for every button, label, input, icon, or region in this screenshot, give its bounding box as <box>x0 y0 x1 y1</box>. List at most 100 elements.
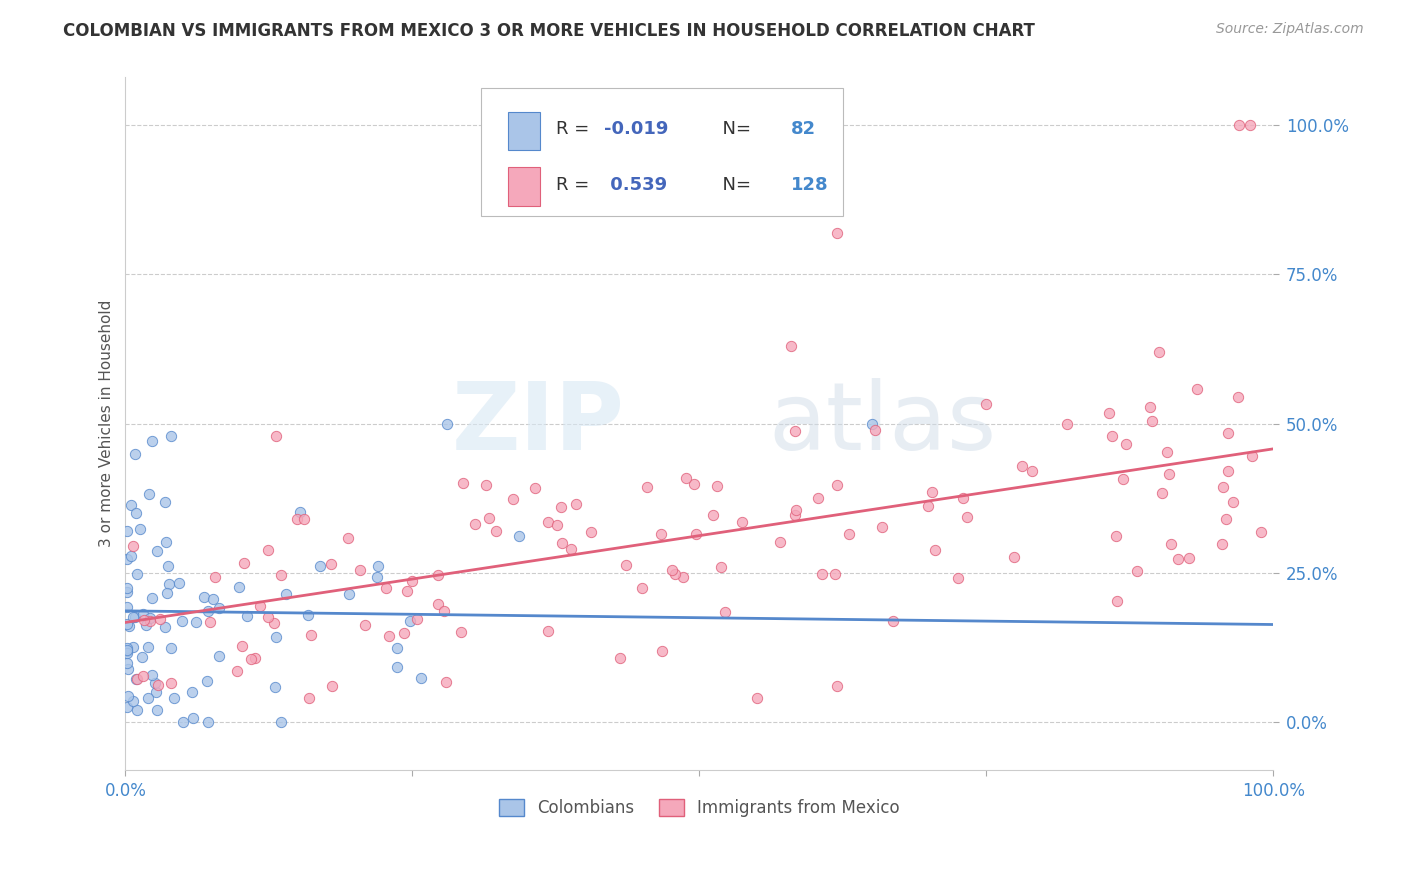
Point <box>149 612 172 626</box>
Point <box>115 585 138 599</box>
Point <box>249 599 271 614</box>
Point <box>1212 480 1234 494</box>
Point <box>1011 459 1033 474</box>
FancyBboxPatch shape <box>508 168 540 205</box>
Point <box>824 566 846 581</box>
Point <box>366 570 388 584</box>
Point <box>132 669 155 683</box>
Text: R =: R = <box>555 176 595 194</box>
Point <box>156 585 179 599</box>
Point <box>636 480 658 494</box>
Point <box>685 526 707 541</box>
Point <box>1185 382 1208 396</box>
Point <box>426 597 449 611</box>
Point <box>1115 437 1137 451</box>
Point <box>138 486 160 500</box>
Point <box>870 520 893 534</box>
Point <box>882 614 904 628</box>
Point <box>180 685 202 699</box>
Point <box>1227 118 1250 132</box>
Point <box>115 616 138 631</box>
Point <box>769 535 792 549</box>
Point <box>115 657 138 671</box>
Point <box>122 694 145 708</box>
Point <box>1222 495 1244 509</box>
Point <box>115 699 138 714</box>
Point <box>1178 550 1201 565</box>
Point <box>1250 524 1272 539</box>
Point <box>124 610 146 624</box>
Point <box>172 614 194 628</box>
Point <box>337 531 360 545</box>
Point <box>145 685 167 699</box>
Point <box>825 680 848 694</box>
Text: 0.539: 0.539 <box>605 176 668 194</box>
Point <box>193 590 215 604</box>
Point <box>129 522 152 536</box>
Point <box>131 650 153 665</box>
Point <box>139 611 162 625</box>
Text: 128: 128 <box>792 176 830 194</box>
Point <box>464 516 486 531</box>
Point <box>115 646 138 660</box>
Point <box>946 571 969 585</box>
Point <box>616 558 638 572</box>
Point <box>146 543 169 558</box>
Point <box>560 542 582 557</box>
Point <box>785 508 807 522</box>
Point <box>1216 426 1239 441</box>
Point <box>125 703 148 717</box>
Point <box>730 515 752 529</box>
Point <box>120 499 142 513</box>
Text: N=: N= <box>711 120 756 138</box>
Point <box>672 570 695 584</box>
Point <box>163 690 186 705</box>
Point <box>396 583 419 598</box>
Point <box>228 580 250 594</box>
Point <box>550 536 572 550</box>
Point <box>1101 429 1123 443</box>
Point <box>546 518 568 533</box>
Point <box>153 495 176 509</box>
Point <box>432 604 454 618</box>
Point <box>650 527 672 541</box>
Text: N=: N= <box>711 176 756 194</box>
Point <box>270 567 292 582</box>
Point <box>146 703 169 717</box>
Point <box>141 591 163 605</box>
Point <box>825 226 848 240</box>
Point <box>122 609 145 624</box>
Point <box>115 552 138 566</box>
Point <box>1002 550 1025 565</box>
Point <box>374 581 396 595</box>
Legend: Colombians, Immigrants from Mexico: Colombians, Immigrants from Mexico <box>492 792 907 824</box>
Point <box>399 614 422 628</box>
Point <box>609 650 631 665</box>
Point <box>1021 464 1043 478</box>
Point <box>713 605 735 619</box>
Point <box>508 529 530 543</box>
Point <box>952 491 974 506</box>
Point <box>125 506 148 520</box>
Point <box>1215 512 1237 526</box>
Point <box>115 644 138 658</box>
Point <box>143 676 166 690</box>
Point <box>860 417 883 431</box>
Text: -0.019: -0.019 <box>605 120 668 138</box>
Point <box>427 567 450 582</box>
Point <box>785 503 807 517</box>
Point <box>1227 390 1250 404</box>
Text: R =: R = <box>555 120 595 138</box>
Point <box>661 563 683 577</box>
Point <box>337 587 360 601</box>
Point <box>115 643 138 657</box>
Point <box>675 471 697 485</box>
Point <box>1156 445 1178 459</box>
Point <box>537 515 560 529</box>
Point <box>208 600 231 615</box>
Point <box>682 476 704 491</box>
Point <box>434 675 457 690</box>
Point <box>270 715 292 730</box>
Point <box>115 582 138 596</box>
Point <box>136 640 159 654</box>
